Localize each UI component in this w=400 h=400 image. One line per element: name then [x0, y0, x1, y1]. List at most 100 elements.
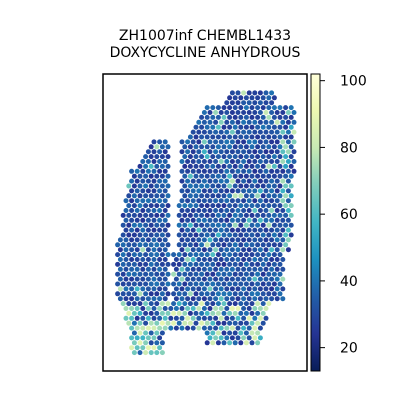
data-point: [165, 291, 171, 297]
data-point: [151, 276, 157, 282]
data-point: [260, 173, 266, 179]
data-point: [179, 208, 185, 213]
data-point: [229, 217, 235, 223]
data-point: [171, 261, 177, 267]
data-point: [173, 306, 179, 311]
data-point: [207, 335, 213, 341]
data-point: [243, 242, 249, 248]
data-point: [187, 301, 193, 307]
data-point: [129, 325, 135, 331]
data-point: [148, 232, 154, 238]
data-point: [207, 237, 213, 243]
data-point: [131, 340, 137, 346]
data-point: [207, 325, 213, 331]
data-point: [168, 315, 174, 321]
data-point: [126, 261, 132, 267]
data-point: [255, 242, 261, 248]
data-point: [246, 247, 252, 253]
data-point: [185, 168, 191, 174]
data-point: [285, 247, 291, 253]
data-point: [145, 286, 151, 292]
data-point: [196, 257, 202, 262]
data-point: [187, 261, 193, 267]
data-point: [123, 315, 129, 321]
data-point: [182, 203, 188, 209]
data-point: [243, 261, 249, 267]
data-point: [266, 154, 272, 160]
data-point: [241, 168, 247, 174]
data-point: [249, 95, 255, 101]
data-point: [235, 247, 241, 253]
data-point: [277, 124, 283, 130]
data-point: [145, 257, 151, 262]
data-point: [269, 247, 275, 253]
data-point: [151, 208, 157, 213]
data-point: [140, 198, 146, 204]
data-point: [271, 193, 277, 199]
data-point: [148, 301, 154, 307]
data-point: [215, 242, 221, 248]
data-point: [246, 139, 252, 145]
data-point: [210, 163, 216, 169]
data-point: [235, 276, 241, 282]
data-point: [210, 134, 216, 140]
data-point: [190, 208, 196, 213]
data-point: [123, 237, 129, 243]
data-point: [187, 144, 193, 150]
data-point: [215, 105, 221, 111]
data-point: [176, 203, 182, 209]
data-point: [154, 212, 160, 218]
data-point: [190, 159, 196, 164]
data-point: [182, 271, 188, 277]
data-point: [185, 149, 191, 155]
data-point: [176, 320, 182, 326]
data-point: [207, 149, 213, 155]
chart-subtitle: DOXYCYCLINE ANHYDROUS: [110, 45, 301, 61]
data-point: [123, 276, 129, 282]
data-point: [196, 149, 202, 155]
data-point: [210, 154, 216, 160]
data-point: [204, 222, 210, 228]
data-point: [285, 119, 291, 125]
data-point: [137, 173, 143, 179]
data-point: [269, 208, 275, 213]
data-point: [185, 315, 191, 321]
data-point: [238, 114, 244, 120]
data-point: [173, 315, 179, 321]
data-point: [274, 188, 280, 194]
data-point: [145, 306, 151, 311]
data-point: [255, 173, 261, 179]
data-point: [165, 232, 171, 238]
data-point: [227, 203, 233, 209]
data-point: [291, 119, 297, 125]
data-point: [154, 173, 160, 179]
colorbar-ticks: 20 40 60 80 100: [320, 74, 367, 357]
data-point: [213, 110, 219, 115]
data-point: [229, 208, 235, 213]
data-point: [277, 183, 283, 189]
data-point: [266, 144, 272, 150]
data-point: [283, 183, 289, 189]
data-point: [179, 237, 185, 243]
data-point: [227, 281, 233, 287]
data-point: [159, 340, 165, 346]
data-point: [162, 227, 168, 233]
data-point: [243, 173, 249, 179]
data-point: [271, 144, 277, 150]
data-point: [159, 261, 165, 267]
data-point: [271, 222, 277, 228]
data-point: [165, 154, 171, 160]
data-point: [229, 276, 235, 282]
data-point: [145, 198, 151, 204]
data-point: [157, 315, 163, 321]
data-point: [221, 340, 227, 346]
data-point: [221, 212, 227, 218]
data-point: [249, 281, 255, 287]
data-point: [193, 252, 199, 258]
data-point: [269, 227, 275, 233]
data-point: [145, 159, 151, 164]
data-point: [280, 139, 286, 145]
data-point: [252, 159, 258, 164]
data-point: [255, 154, 261, 160]
data-point: [165, 271, 171, 277]
